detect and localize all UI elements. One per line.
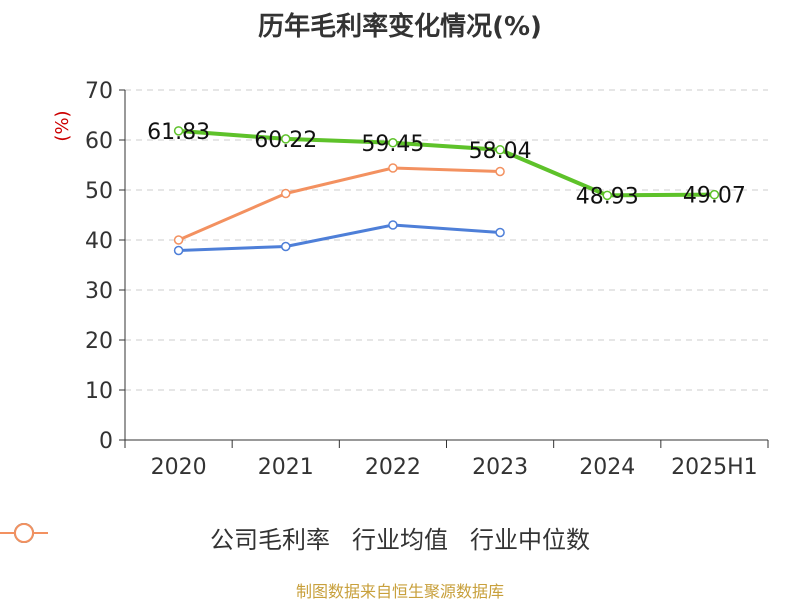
legend-swatch-industry-median — [0, 523, 48, 543]
data-point — [388, 220, 398, 230]
data-label: 59.45 — [361, 132, 424, 157]
series-line — [178, 223, 501, 252]
data-label: 49.07 — [683, 184, 746, 209]
y-axis-label: (%) — [52, 110, 73, 141]
x-tick-label: 2020 — [151, 455, 207, 480]
legend-label-industry-mean: 行业均值 — [352, 526, 448, 554]
x-tick-label: 2022 — [365, 455, 421, 480]
y-tick-label: 20 — [85, 329, 113, 354]
data-point — [281, 241, 291, 252]
data-point — [173, 126, 184, 136]
legend-item-industry-mean[interactable]: 行业均值 — [0, 520, 448, 555]
series-line — [178, 128, 715, 198]
y-tick-label: 30 — [85, 279, 113, 304]
data-label: 48.93 — [576, 184, 639, 209]
legend: 公司毛利率 行业均值 行业中位数 — [0, 520, 800, 555]
x-tick-label: 2023 — [472, 455, 528, 480]
data-point — [495, 166, 505, 177]
y-tick-label: 10 — [85, 379, 113, 404]
data-point — [388, 163, 398, 173]
legend-item-company[interactable]: 公司毛利率 — [0, 520, 330, 555]
legend-item-industry-median[interactable]: 行业中位数 — [0, 520, 590, 555]
x-tick-label: 2021 — [258, 455, 314, 480]
y-tick-label: 60 — [85, 129, 113, 154]
data-label: 61.83 — [147, 120, 210, 145]
legend-label-company: 公司毛利率 — [210, 526, 330, 554]
data-source-note: 制图数据来自恒生聚源数据库 — [295, 582, 504, 601]
data-label: 60.22 — [254, 128, 317, 153]
data-label: 58.04 — [469, 139, 532, 164]
data-point — [495, 145, 505, 155]
x-tick-label: 2025H1 — [671, 455, 758, 480]
y-tick-label: 40 — [85, 229, 113, 254]
data-point — [495, 227, 505, 238]
data-point — [602, 190, 612, 201]
data-point — [281, 134, 291, 144]
y-tick-label: 70 — [85, 79, 113, 104]
data-point — [173, 235, 184, 245]
data-point — [388, 138, 398, 148]
chart-title: 历年毛利率变化情况(%) — [258, 12, 542, 42]
series-line — [177, 166, 501, 242]
data-point — [173, 245, 184, 256]
legend-label-industry-median: 行业中位数 — [470, 526, 590, 554]
data-point — [281, 188, 291, 199]
y-tick-label: 0 — [99, 429, 113, 454]
x-tick-label: 2024 — [579, 455, 635, 480]
y-tick-label: 50 — [85, 179, 113, 204]
data-point — [709, 189, 720, 200]
